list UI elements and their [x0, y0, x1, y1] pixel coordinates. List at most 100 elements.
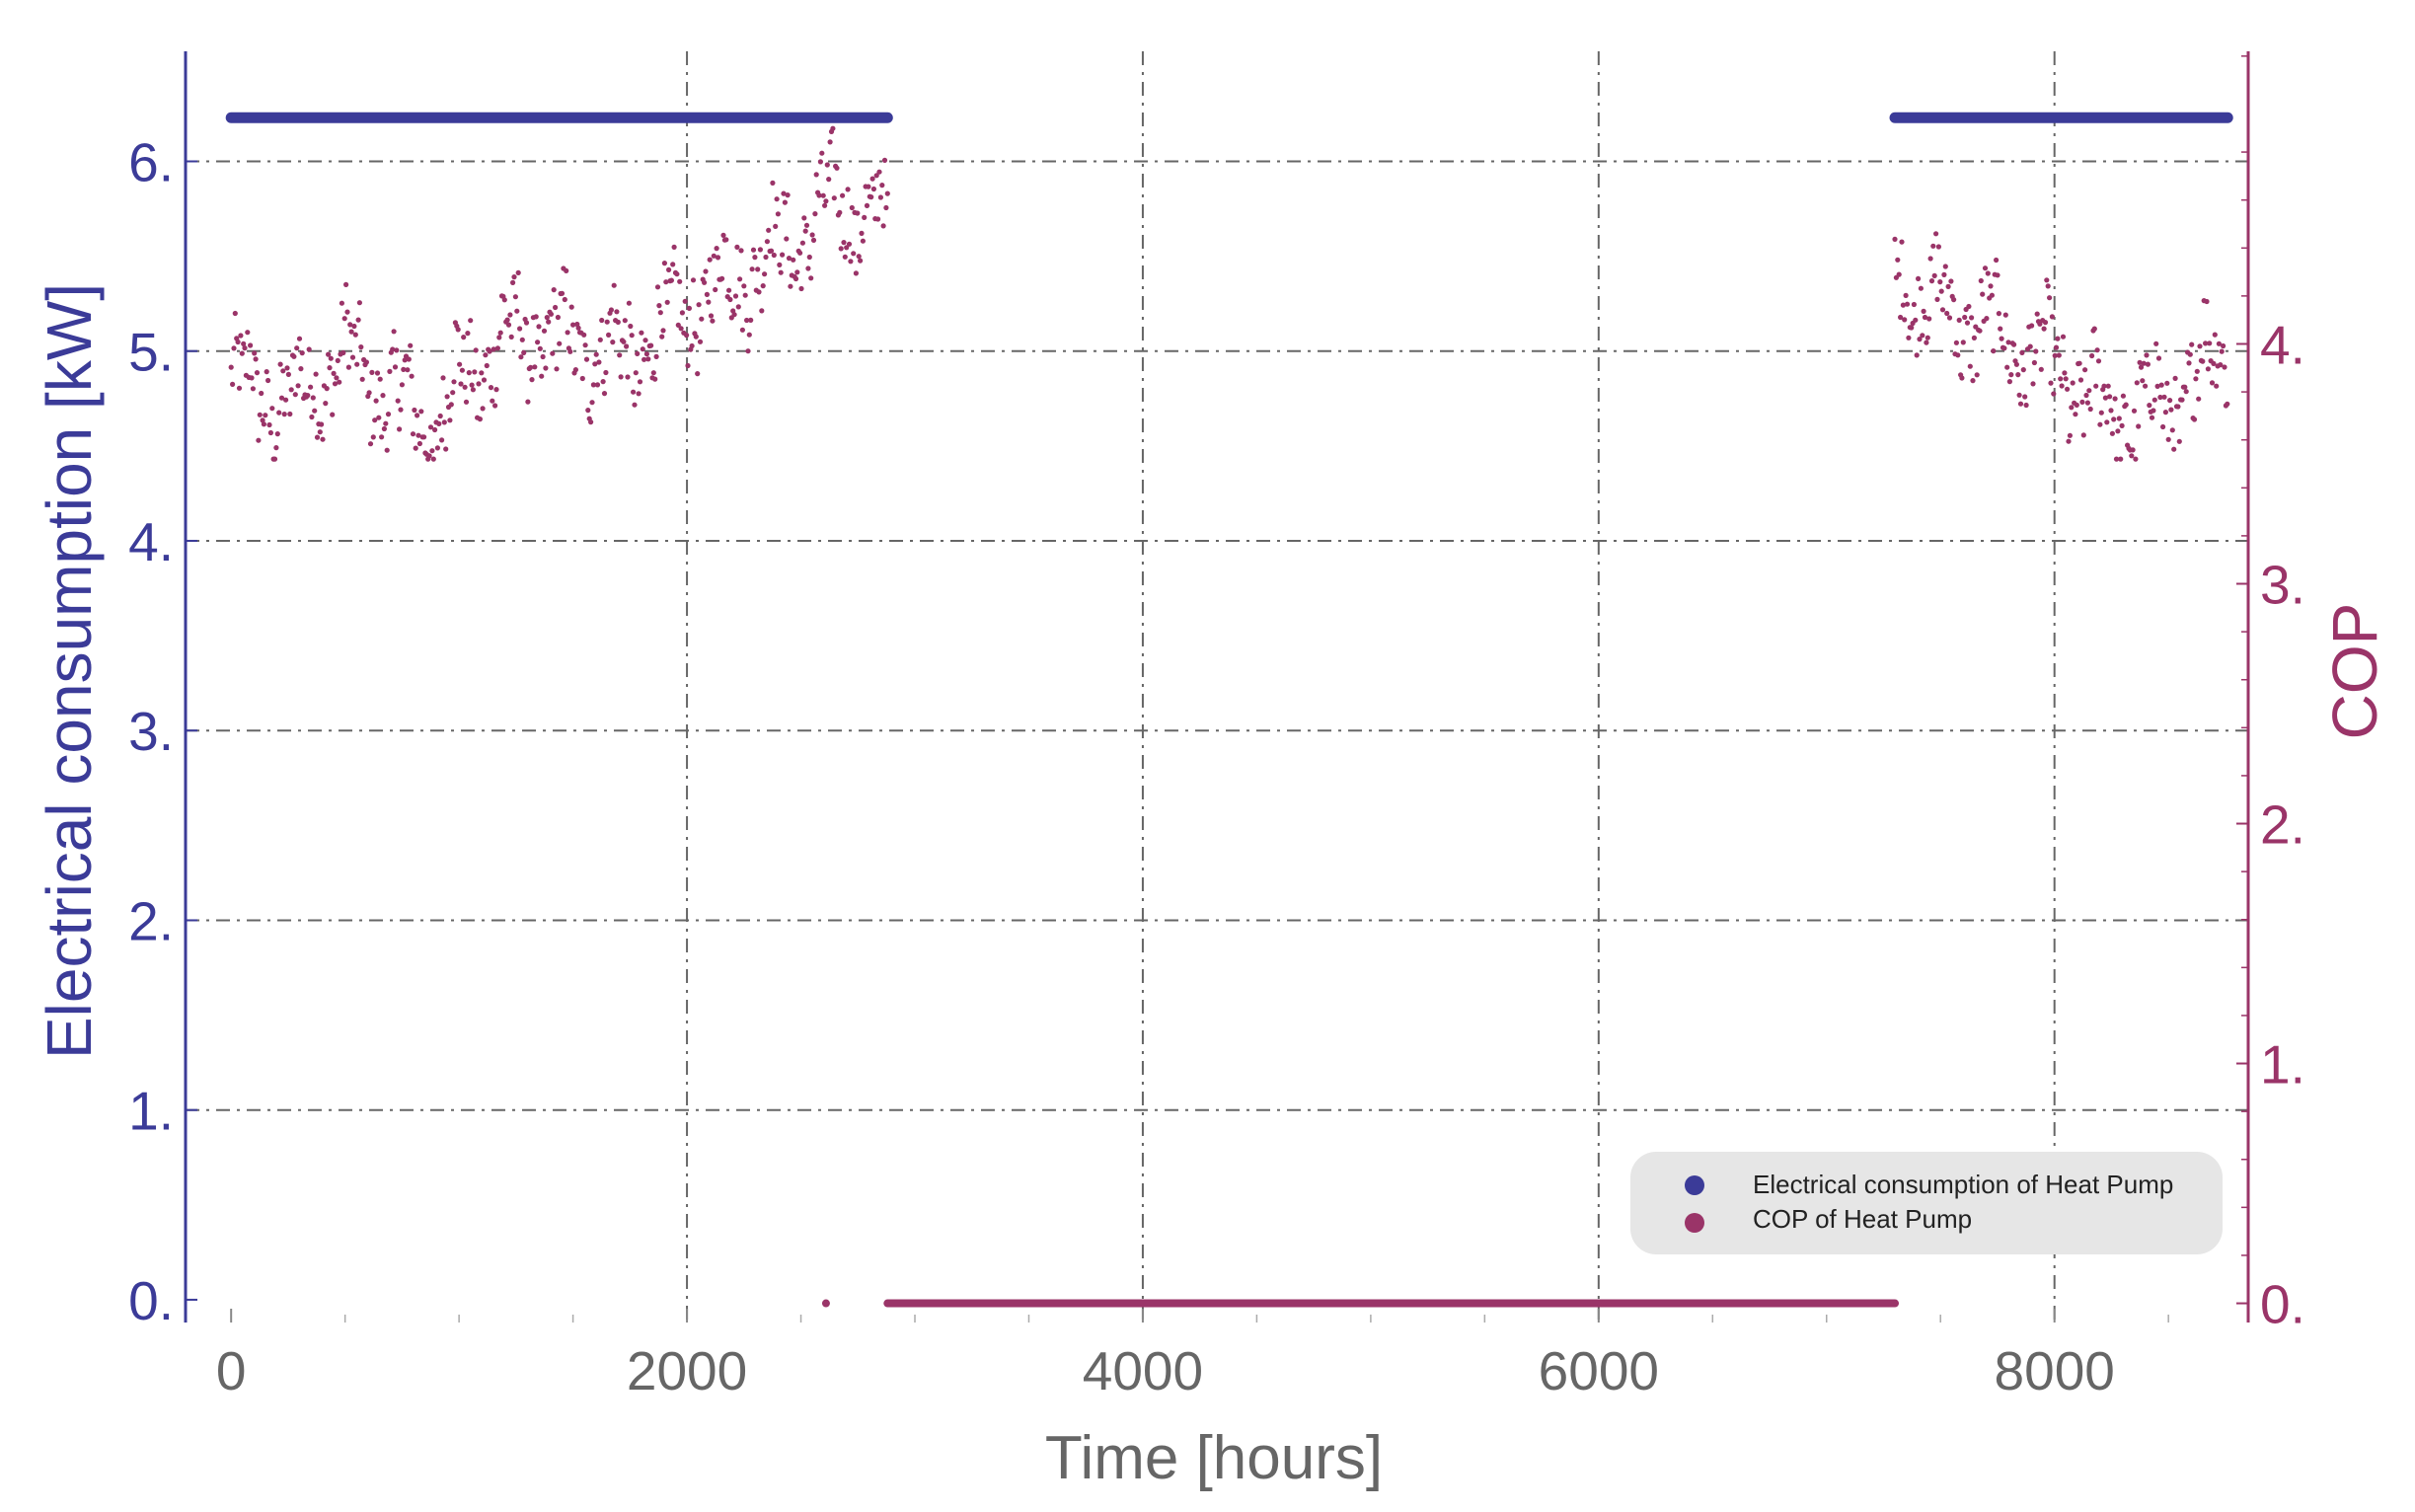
cop-point [1922, 314, 1928, 321]
cop-point [332, 381, 339, 387]
cop-point [768, 248, 775, 254]
cop-point [1911, 301, 1917, 308]
cop-point [2153, 340, 2159, 346]
cop-point [463, 399, 470, 405]
cop-point [590, 382, 597, 388]
cop-point [397, 426, 403, 432]
cop-point [2143, 383, 2149, 389]
cop-point [744, 317, 750, 324]
cop-point [457, 361, 463, 367]
cop-point [330, 412, 336, 417]
cop-point [245, 330, 251, 336]
cop-point [782, 199, 789, 205]
cop-point [492, 403, 498, 409]
cop-point [791, 257, 796, 263]
cop-point [809, 232, 815, 238]
cop-point [292, 392, 298, 398]
cop-point [2164, 380, 2170, 386]
x-tick-label: 6000 [1539, 1340, 1659, 1401]
cop-point [1892, 236, 1898, 242]
cop-point [395, 398, 401, 404]
cop-point [1921, 308, 1926, 314]
cop-point [559, 290, 566, 296]
cop-point [551, 287, 557, 293]
cop-point [344, 309, 350, 315]
cop-point [704, 291, 711, 297]
cop-point [2013, 361, 2019, 367]
cop-point [518, 354, 524, 360]
cop-point [1959, 375, 1965, 381]
cop-point [555, 314, 562, 321]
cop-point [859, 230, 865, 236]
cop-point [803, 222, 810, 228]
cop-point [2038, 366, 2044, 372]
cop-point [271, 456, 278, 462]
cop-point [242, 345, 248, 351]
cop-point [288, 387, 294, 393]
cop-point [1909, 325, 1915, 331]
cop-point [2049, 314, 2055, 320]
cop-point [2030, 381, 2036, 387]
cop-point [398, 407, 404, 413]
cop-point [2140, 378, 2146, 384]
cop-point [771, 252, 777, 259]
cop-point [480, 406, 486, 412]
cop-point [351, 323, 357, 330]
cop-point [1948, 278, 1954, 284]
cop-point [468, 318, 474, 324]
cop-point [2033, 348, 2039, 354]
y-right-tick-label: 1. [2260, 1034, 2305, 1096]
cop-zero-point [821, 1299, 830, 1308]
cop-point [706, 299, 712, 305]
cop-point [1982, 265, 1989, 271]
cop-point [2011, 341, 2017, 347]
cop-point [291, 353, 297, 359]
cop-point [2047, 295, 2053, 301]
cop-point [2053, 344, 2060, 350]
cop-point [377, 376, 383, 382]
cop-point [799, 240, 806, 246]
cop-point [477, 416, 483, 422]
cop-point [273, 445, 279, 451]
cop-point [2056, 352, 2062, 358]
cop-point [579, 375, 585, 382]
cop-point [666, 266, 672, 272]
cop-point [532, 364, 538, 370]
cop-point [582, 342, 588, 348]
y-left-tick-label: 2. [128, 890, 174, 951]
cop-point [2060, 334, 2067, 340]
cop-point [1941, 271, 1947, 277]
cop-point [603, 369, 609, 376]
cop-point [2168, 407, 2174, 413]
cop-point [749, 266, 755, 272]
cop-point [1895, 257, 1901, 263]
cop-point [808, 275, 814, 281]
cop-point [1991, 348, 1997, 354]
cop-point [735, 304, 741, 310]
cop-point [2023, 402, 2029, 409]
cop-point [1996, 311, 2001, 317]
cop-point [2144, 352, 2150, 358]
cop-point [543, 365, 549, 371]
cop-point [572, 367, 579, 373]
cop-point [2115, 428, 2121, 434]
cop-point [2015, 372, 2021, 378]
cop-point [2077, 377, 2084, 383]
cop-point [816, 192, 822, 198]
cop-point [2216, 340, 2222, 346]
cop-point [280, 368, 286, 374]
cop-point [1931, 272, 1937, 278]
legend-marker-electrical [1685, 1175, 1704, 1195]
cop-point [855, 210, 861, 216]
cop-point [2089, 352, 2095, 359]
cop-point [2082, 367, 2088, 373]
legend-box [1630, 1152, 2223, 1254]
cop-point [1984, 316, 1990, 322]
cop-point [1945, 283, 1951, 289]
cop-point [356, 300, 362, 306]
cop-point [1927, 256, 1933, 262]
cop-point [408, 342, 414, 348]
cop-point [2031, 359, 2037, 366]
cop-point [635, 350, 641, 356]
